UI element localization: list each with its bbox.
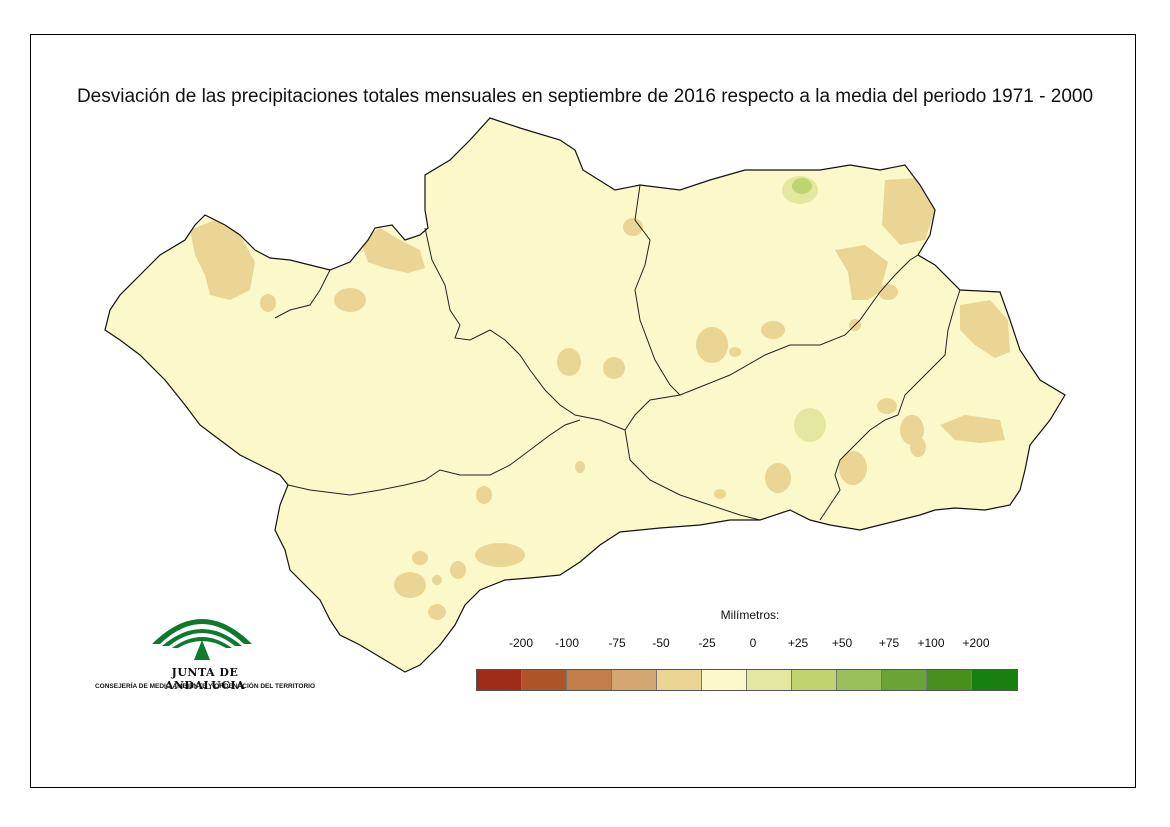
legend-tick: -75	[608, 636, 626, 650]
legend-tick: +50	[831, 636, 853, 650]
legend-tick: +25	[787, 636, 809, 650]
precip-anomaly-patches	[190, 176, 1010, 620]
legend-tick: +200	[962, 636, 990, 650]
legend-swatch-7	[792, 670, 837, 690]
logo-name: JUNTA DE ANDALUCIA	[164, 666, 246, 692]
legend-tick: +75	[878, 636, 900, 650]
legend-swatch-10	[927, 670, 972, 690]
legend-swatch-8	[837, 670, 882, 690]
map-frame	[30, 34, 1136, 788]
legend-swatch-5	[702, 670, 747, 690]
legend-tick: -25	[698, 636, 716, 650]
legend-swatch-1	[522, 670, 567, 690]
legend-tick: -50	[652, 636, 670, 650]
legend-swatch-11	[972, 670, 1017, 690]
legend-tick: 0	[749, 636, 757, 650]
logo-subtitle: CONSEJERÍA DE MEDIO AMBIENTE Y ORDENACIÓ…	[94, 683, 316, 690]
junta-andalucia-logo	[152, 619, 252, 660]
province-borders	[274, 184, 961, 521]
legend-swatch-2	[567, 670, 612, 690]
legend-tick: -200	[508, 636, 534, 650]
legend-title: Milímetros:	[720, 608, 780, 622]
legend-tick: -100	[554, 636, 580, 650]
map-title: Desviación de las precipitaciones totale…	[76, 86, 1094, 107]
legend-swatch-9	[882, 670, 927, 690]
legend-swatch-4	[657, 670, 702, 690]
legend-color-scale	[476, 669, 1018, 691]
legend-swatch-3	[612, 670, 657, 690]
legend-swatch-0	[477, 670, 522, 690]
legend-swatch-6	[747, 670, 792, 690]
legend-tick: +100	[917, 636, 945, 650]
